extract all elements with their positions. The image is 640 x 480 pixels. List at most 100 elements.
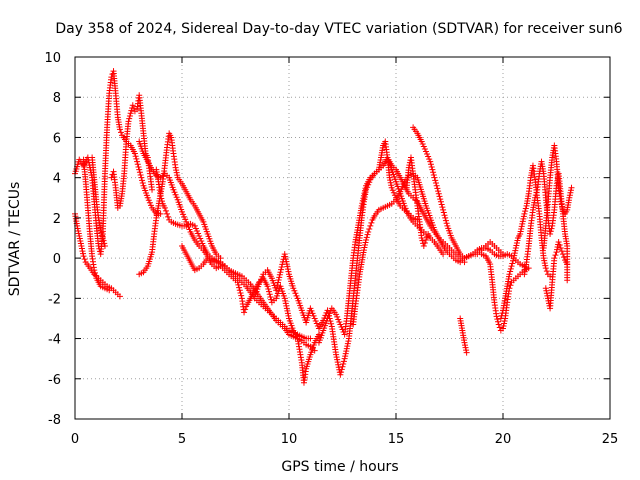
data-point [198,238,205,245]
series-trace-10 [251,154,429,378]
data-point [312,317,319,324]
data-point [363,237,370,244]
data-point [435,188,442,195]
data-point [285,312,292,319]
data-point [311,315,318,322]
data-point [78,245,85,252]
data-point [273,284,280,291]
data-point [173,194,180,201]
data-point [282,300,289,307]
x-tick-label: 0 [71,432,79,447]
data-point [78,243,85,250]
data-point [425,153,432,160]
data-point [325,312,332,319]
data-point [433,182,440,189]
data-point [147,202,154,209]
data-point [541,257,548,264]
data-point [432,180,439,187]
data-point [386,174,393,181]
data-point [191,222,198,229]
data-point [328,320,335,327]
y-tick-label: -2 [48,292,61,307]
data-point [559,251,566,258]
data-point [337,321,344,328]
data-point [234,279,241,286]
data-point [326,310,333,317]
data-point [80,250,87,257]
data-point [443,220,450,227]
data-point [98,229,105,236]
data-point [553,249,560,256]
x-tick-label: 15 [388,432,405,447]
data-point [568,184,575,191]
data-point [99,235,106,241]
data-point [313,320,320,327]
data-point [542,285,549,292]
data-point [430,171,437,178]
series-trace-7 [136,130,224,278]
data-point [77,240,84,247]
data-point [501,317,508,324]
data-point [558,248,565,255]
data-point [276,271,283,278]
data-point [434,185,441,192]
data-point [554,246,561,253]
data-point [281,295,288,302]
data-point [420,243,427,250]
data-point [437,198,444,205]
data-point [338,323,345,330]
data-point [547,228,554,235]
data-point [277,269,284,276]
data-point [146,199,153,206]
data-point [552,252,559,259]
data-point [540,255,547,262]
data-point [139,177,146,184]
data-point [333,351,340,358]
data-point [256,281,263,288]
data-point [165,213,172,220]
data-point [497,315,504,322]
data-points [72,68,575,386]
data-point [196,232,203,239]
data-point [161,204,168,211]
data-point [132,153,139,160]
data-point [387,177,394,184]
data-point [361,190,368,197]
data-point [435,190,442,197]
data-point [521,210,528,217]
data-point [139,180,146,187]
data-point [180,211,187,218]
data-point [543,290,550,297]
data-point [92,272,99,279]
data-point [99,232,106,239]
data-point [513,242,520,249]
data-point [517,230,524,237]
y-tick-label: 8 [53,91,61,106]
data-point [336,318,343,325]
data-point [522,205,529,212]
data-point [75,227,82,234]
data-point [236,284,243,291]
data-point [81,256,88,263]
data-point [145,197,152,204]
data-point [532,192,539,199]
data-point [344,340,351,347]
data-point [533,189,540,196]
series-trace-21 [542,239,571,312]
series-trace-20 [540,142,575,252]
data-point [520,213,527,220]
data-point [131,150,138,157]
data-point [525,265,532,272]
data-point [77,238,84,245]
data-point [387,179,394,186]
data-point [542,265,549,272]
data-point [344,343,351,350]
data-point [130,105,137,112]
data-point [95,243,102,250]
data-point [367,222,374,229]
data-point [532,194,539,201]
data-point [512,247,519,254]
data-point [507,265,514,272]
data-point [91,269,98,276]
data-point [193,227,200,234]
